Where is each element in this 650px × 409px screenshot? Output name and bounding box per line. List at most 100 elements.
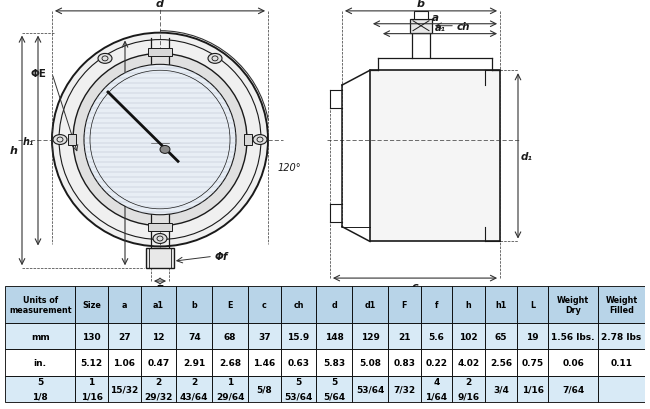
Text: ch: ch — [457, 22, 471, 31]
Bar — [212, 324, 248, 350]
Bar — [549, 324, 598, 350]
Text: 2: 2 — [155, 378, 162, 387]
Bar — [370, 71, 500, 242]
Bar — [414, 12, 428, 20]
Text: h: h — [10, 146, 18, 156]
Bar — [421, 286, 452, 324]
Text: 102: 102 — [459, 332, 478, 341]
Text: 148: 148 — [325, 332, 344, 341]
Ellipse shape — [208, 54, 222, 64]
Text: 7/64: 7/64 — [562, 384, 584, 393]
Bar — [452, 324, 484, 350]
Text: 9/16: 9/16 — [457, 392, 479, 401]
Text: 37: 37 — [258, 332, 270, 341]
Text: 15/32: 15/32 — [110, 384, 138, 393]
Text: h1: h1 — [495, 301, 506, 310]
Text: E: E — [227, 301, 233, 310]
Text: 1/64: 1/64 — [425, 392, 447, 401]
Text: F: F — [156, 284, 164, 294]
Text: 5: 5 — [37, 378, 44, 387]
Text: in.: in. — [34, 358, 47, 367]
Text: 15.9: 15.9 — [287, 332, 309, 341]
Bar — [108, 350, 140, 375]
Text: h₁: h₁ — [23, 136, 34, 146]
Text: L: L — [530, 301, 536, 310]
Text: 1.06: 1.06 — [113, 358, 135, 367]
Text: 53/64: 53/64 — [284, 392, 313, 401]
Bar — [549, 350, 598, 375]
Bar — [317, 286, 352, 324]
Text: Φf: Φf — [215, 252, 228, 262]
Text: 74: 74 — [188, 332, 201, 341]
Bar — [108, 375, 140, 402]
Text: 12: 12 — [152, 332, 164, 341]
Text: 5.08: 5.08 — [359, 358, 381, 367]
Bar — [176, 324, 212, 350]
Text: 2.68: 2.68 — [219, 358, 241, 367]
Bar — [5, 350, 75, 375]
Bar — [5, 324, 75, 350]
Text: 1/16: 1/16 — [522, 384, 544, 393]
Bar — [140, 350, 176, 375]
Text: 4.02: 4.02 — [457, 358, 479, 367]
Text: 0.47: 0.47 — [148, 358, 170, 367]
Bar — [140, 286, 176, 324]
Text: 0.22: 0.22 — [425, 358, 447, 367]
Text: 2.56: 2.56 — [490, 358, 512, 367]
Text: L: L — [115, 148, 121, 159]
Text: a: a — [122, 301, 127, 310]
Text: 2: 2 — [465, 378, 471, 387]
Text: 0.63: 0.63 — [287, 358, 309, 367]
Ellipse shape — [160, 146, 170, 154]
Text: 53/64: 53/64 — [356, 384, 384, 393]
Bar — [108, 324, 140, 350]
Ellipse shape — [73, 54, 247, 226]
Bar — [388, 324, 421, 350]
Text: 0.06: 0.06 — [562, 358, 584, 367]
Bar — [212, 286, 248, 324]
Text: 7/32: 7/32 — [393, 384, 415, 393]
Bar — [484, 324, 517, 350]
Bar — [281, 375, 317, 402]
Bar — [75, 375, 108, 402]
Text: 1/8: 1/8 — [32, 392, 48, 401]
Bar — [317, 324, 352, 350]
Text: 1/16: 1/16 — [81, 392, 103, 401]
Bar — [75, 350, 108, 375]
Ellipse shape — [53, 135, 67, 145]
Text: mm: mm — [31, 332, 49, 341]
Bar — [517, 350, 549, 375]
Bar — [176, 375, 212, 402]
Bar — [244, 134, 252, 146]
Text: Weight
Filled: Weight Filled — [605, 295, 638, 315]
Ellipse shape — [98, 54, 112, 64]
Bar — [352, 375, 388, 402]
Text: d1: d1 — [365, 301, 376, 310]
Text: 68: 68 — [224, 332, 237, 341]
Bar — [549, 375, 598, 402]
Bar — [452, 375, 484, 402]
Ellipse shape — [84, 65, 236, 215]
Bar — [281, 324, 317, 350]
Text: 5.12: 5.12 — [81, 358, 103, 367]
Text: c: c — [262, 301, 266, 310]
Text: 5: 5 — [332, 378, 337, 387]
Text: 1: 1 — [227, 378, 233, 387]
Bar — [248, 324, 281, 350]
Text: 5.6: 5.6 — [428, 332, 444, 341]
Text: 120°: 120° — [278, 163, 302, 173]
Bar — [75, 286, 108, 324]
Text: 130: 130 — [83, 332, 101, 341]
Text: 129: 129 — [361, 332, 380, 341]
Bar — [248, 350, 281, 375]
Text: d: d — [332, 301, 337, 310]
Text: 4: 4 — [433, 378, 439, 387]
Bar — [352, 350, 388, 375]
Bar — [388, 286, 421, 324]
Text: c: c — [411, 281, 419, 291]
Text: 43/64: 43/64 — [180, 392, 209, 401]
Bar — [176, 350, 212, 375]
Text: 3/4: 3/4 — [493, 384, 509, 393]
Bar — [517, 286, 549, 324]
Text: b: b — [417, 0, 425, 9]
